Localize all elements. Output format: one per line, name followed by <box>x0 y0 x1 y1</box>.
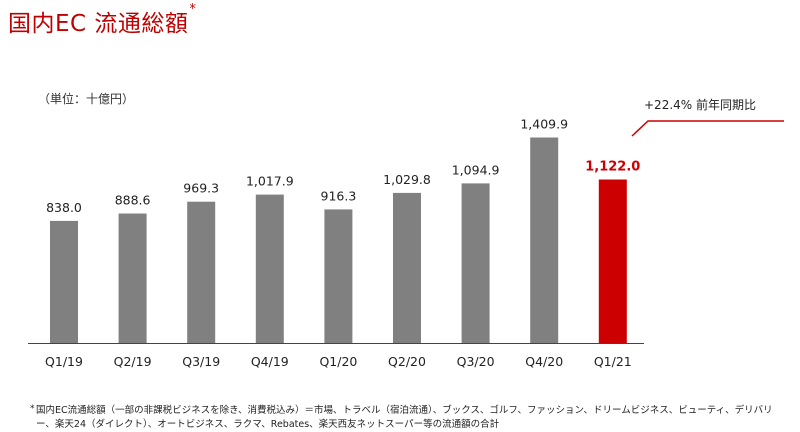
unit-label: （単位：十億円） <box>38 92 135 106</box>
bar-value-label: 1,122.0 <box>585 160 640 175</box>
growth-callout-line <box>631 120 784 137</box>
growth-annotation: +22.4% 前年同期比 <box>644 98 756 112</box>
bar-value-label: 1,094.9 <box>452 162 500 177</box>
bar-value-label: 1,409.9 <box>520 117 568 132</box>
page-title: 国内EC 流通総額* <box>8 2 197 38</box>
x-tick-label: Q2/20 <box>388 354 426 369</box>
x-tick-label: Q1/21 <box>594 354 632 369</box>
bar-Q3-20 <box>461 183 490 343</box>
bar-value-label: 916.3 <box>321 188 357 203</box>
x-tick-label: Q3/19 <box>182 354 220 369</box>
bar-value-label: 969.3 <box>183 181 219 196</box>
bar-value-label: 888.6 <box>115 193 151 208</box>
title-footnote-marker: * <box>189 2 197 17</box>
footnote-text: 国内EC流通総額（一部の非課税ビジネスを除き、消費税込み）＝市場、トラベル（宿泊… <box>36 405 773 430</box>
footnote: * 国内EC流通総額（一部の非課税ビジネスを除き、消費税込み）＝市場、トラベル（… <box>30 404 776 432</box>
x-tick-label: Q2/19 <box>114 354 152 369</box>
x-tick-label: Q3/20 <box>457 354 495 369</box>
bar-Q2-20 <box>393 192 421 343</box>
bar-Q4-19 <box>255 194 284 343</box>
bar-Q1-20 <box>324 209 353 343</box>
bar-value-label: 1,017.9 <box>246 174 294 189</box>
x-tick-label: Q1/19 <box>45 354 83 369</box>
footnote-marker: * <box>30 404 35 414</box>
bar-Q1-21 <box>598 179 627 343</box>
x-tick-label: Q4/19 <box>251 354 289 369</box>
x-tick-label: Q1/20 <box>319 354 357 369</box>
bar-Q1-19 <box>50 220 78 343</box>
bar-value-label: 838.0 <box>46 200 82 215</box>
title-text: 国内EC 流通総額 <box>8 11 189 37</box>
bar-value-label: 1,029.8 <box>383 172 431 187</box>
bar-Q4-20 <box>530 137 559 343</box>
x-tick-label: Q4/20 <box>525 354 563 369</box>
bar-Q2-19 <box>118 213 147 343</box>
bar-Q3-19 <box>187 201 216 343</box>
